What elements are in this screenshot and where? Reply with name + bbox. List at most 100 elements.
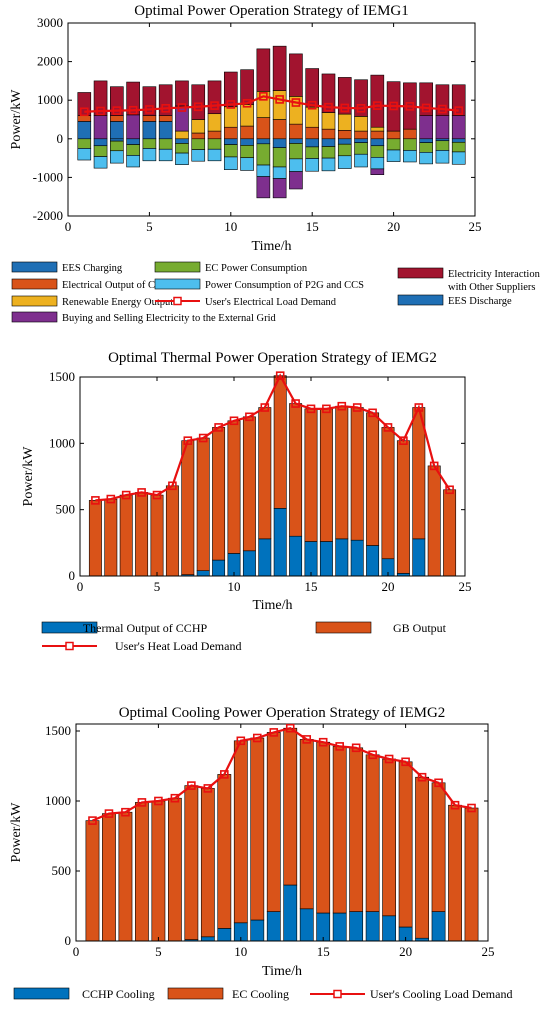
- bar-segment: [289, 143, 303, 160]
- bar-segment: [337, 113, 352, 131]
- legend-label: Electrical Output of CCHP: [62, 280, 176, 291]
- bar-segment: [435, 115, 450, 140]
- line-marker: [421, 103, 431, 113]
- bar-segment: [196, 437, 210, 571]
- bar-segment: [289, 158, 303, 172]
- bar-segment: [158, 138, 173, 150]
- x-tick-label: 20: [387, 219, 400, 234]
- line-marker: [307, 100, 317, 110]
- series-line: [95, 373, 451, 502]
- line-marker: [454, 106, 464, 115]
- bar-segment: [370, 157, 385, 170]
- bar-segment: [332, 746, 347, 914]
- line-marker: [214, 423, 223, 432]
- legend-label: Thermal Output of CCHP: [83, 621, 208, 635]
- x-tick-label: 0: [73, 944, 80, 959]
- bar-segment: [272, 119, 287, 140]
- line-marker: [91, 496, 100, 505]
- line-marker: [96, 106, 105, 116]
- legend-label: Buying and Selling Electricity to the Ex…: [62, 313, 276, 324]
- line-marker: [275, 95, 284, 104]
- bar-segment: [403, 150, 417, 163]
- bar-segment: [337, 143, 352, 157]
- bar-segment: [451, 141, 466, 153]
- y-tick-label: 1500: [45, 723, 71, 738]
- bar-segment: [165, 485, 179, 577]
- legend-swatch: [11, 311, 58, 323]
- line-marker: [269, 728, 279, 737]
- line-marker: [183, 436, 193, 445]
- x-tick-label: 25: [482, 944, 495, 959]
- bar-segment: [304, 408, 318, 542]
- bar-segment: [283, 884, 298, 942]
- bar-segment: [223, 156, 238, 170]
- bar-segment: [321, 128, 336, 140]
- legend-swatch: [13, 987, 70, 1000]
- legend-label: EC Power Consumption: [205, 263, 308, 274]
- bar-segment: [258, 538, 272, 577]
- line-marker: [242, 98, 252, 108]
- bar-segment: [350, 407, 364, 541]
- bar-segment: [272, 147, 287, 168]
- x-tick-label: 25: [469, 219, 482, 234]
- y-tick-label: 0: [57, 131, 64, 146]
- bar-segment: [354, 116, 368, 132]
- line-marker: [220, 770, 229, 779]
- bar-segment: [126, 114, 140, 140]
- line-marker: [389, 101, 398, 111]
- bar-segment: [370, 74, 385, 128]
- bar-segment: [419, 152, 433, 165]
- bar-segment: [142, 86, 157, 116]
- bar-segment: [256, 143, 271, 166]
- bar-segment: [93, 145, 108, 157]
- line-marker: [177, 103, 187, 112]
- chart-title: Optimal Power Operation Strategy of IEMG…: [134, 3, 409, 19]
- bar-segment: [396, 440, 410, 574]
- y-tick-label: 500: [52, 863, 72, 878]
- bar-segment: [419, 138, 433, 143]
- legend-swatch: [397, 294, 444, 306]
- bar-segment: [250, 919, 265, 942]
- line-marker: [210, 101, 219, 110]
- bar-segment: [354, 153, 368, 168]
- y-tick-label: 0: [69, 568, 76, 583]
- plot-frame: [75, 723, 489, 942]
- line-marker: [203, 784, 213, 793]
- bar-segment: [289, 138, 303, 144]
- bar-segment: [191, 84, 206, 120]
- series-line: [84, 95, 459, 113]
- bar-segment: [305, 146, 320, 159]
- bar-segment: [305, 138, 320, 148]
- bar-segment: [354, 79, 368, 117]
- bar-segment: [427, 465, 441, 577]
- line-marker: [236, 736, 246, 746]
- bar-segment: [110, 140, 124, 152]
- bar-segment: [435, 140, 450, 151]
- bar-segment: [158, 148, 173, 162]
- bar-segment: [196, 570, 210, 577]
- bar-segment: [88, 500, 102, 577]
- legend-label: GB Output: [393, 621, 447, 635]
- bar-segment: [451, 151, 466, 165]
- bar-segment: [354, 138, 368, 143]
- bar-segment: [332, 912, 347, 942]
- bar-segment: [370, 126, 385, 132]
- bar-segment: [431, 911, 446, 942]
- y-tick-label: 500: [56, 502, 76, 517]
- line-marker: [405, 102, 415, 111]
- bar-segment: [142, 115, 157, 122]
- bar-segment: [175, 138, 189, 144]
- legend-label: EES Discharge: [448, 296, 512, 307]
- bar-segment: [256, 176, 271, 199]
- bar-segment: [431, 782, 446, 912]
- bar-segment: [207, 113, 222, 132]
- bar-segment: [217, 774, 232, 929]
- bar-segment: [354, 142, 368, 155]
- bar-segment: [110, 115, 124, 122]
- bar-segment: [299, 739, 314, 910]
- x-tick-label: 10: [228, 579, 241, 594]
- bar-segment: [85, 820, 100, 942]
- bar-segment: [370, 168, 385, 175]
- bars: [85, 727, 479, 942]
- line-marker: [373, 101, 382, 110]
